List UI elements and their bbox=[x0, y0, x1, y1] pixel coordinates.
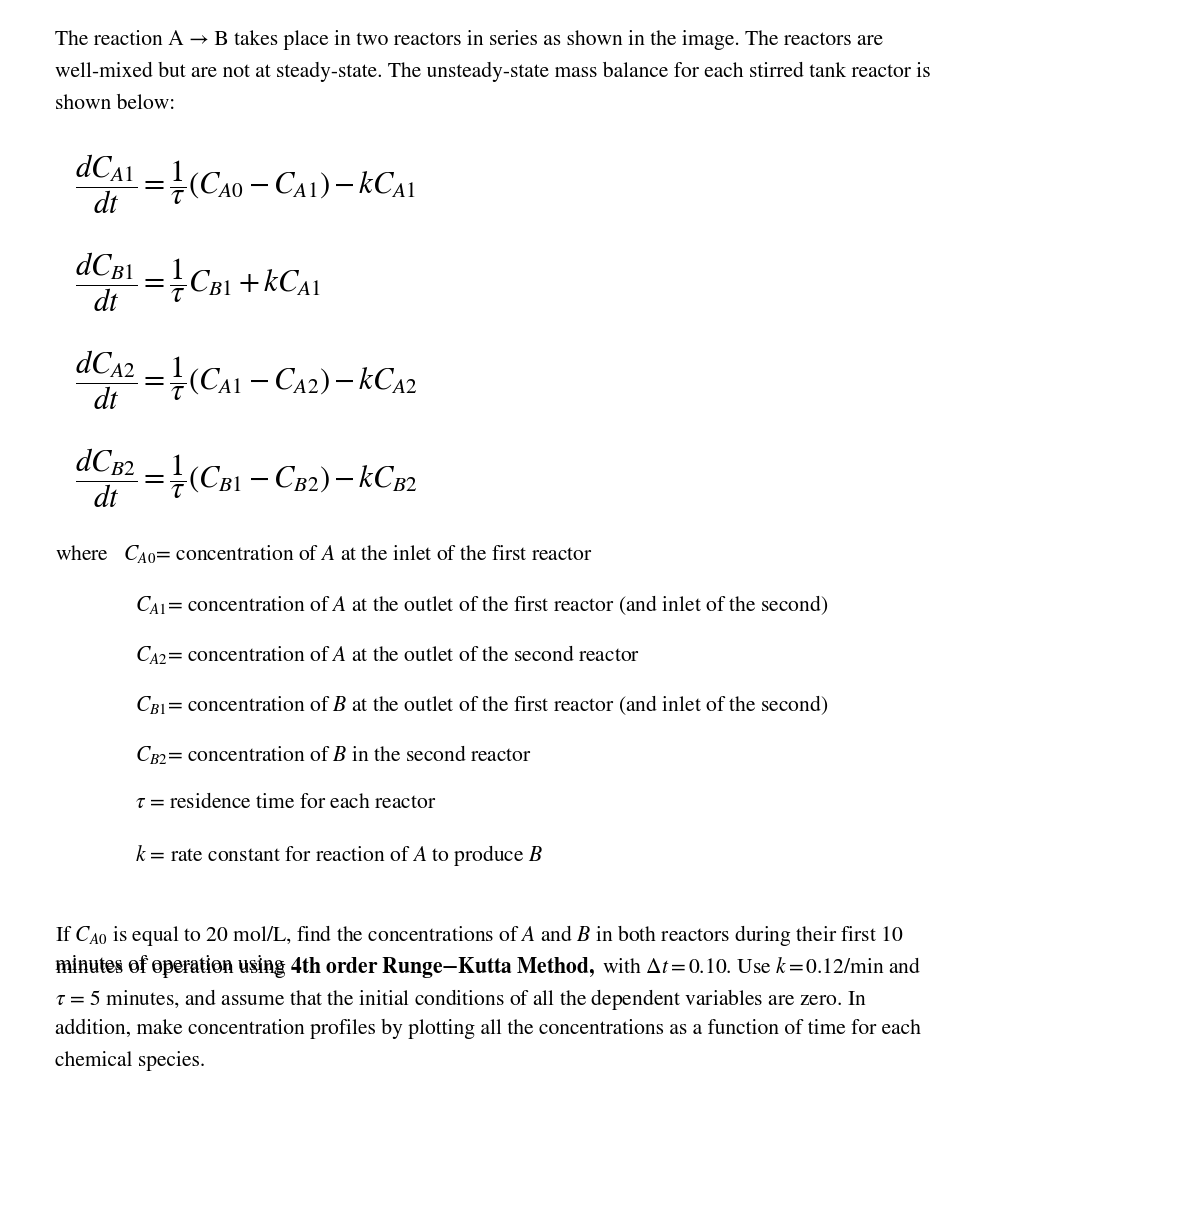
Text: well-mixed but are not at steady-state. The unsteady-state mass balance for each: well-mixed but are not at steady-state. … bbox=[55, 62, 931, 83]
Text: $\dfrac{dC_{A2}}{dt} = \dfrac{1}{\tau}\left(C_{A1} - C_{A2}\right) - kC_{A2}$: $\dfrac{dC_{A2}}{dt} = \dfrac{1}{\tau}\l… bbox=[74, 348, 418, 411]
Text: shown below:: shown below: bbox=[55, 94, 175, 113]
Text: minutes of operation using $\mathbf{4th\ order\ Runge\mathbf{-}Kutta\ Method,}$ : minutes of operation using $\mathbf{4th\… bbox=[55, 955, 922, 980]
Text: $\dfrac{dC_{B1}}{dt} = \dfrac{1}{\tau}C_{B1} + kC_{A1}$: $\dfrac{dC_{B1}}{dt} = \dfrac{1}{\tau}C_… bbox=[74, 251, 320, 314]
Text: $\dfrac{dC_{B2}}{dt} = \dfrac{1}{\tau}\left(C_{B1} - C_{B2}\right) - kC_{B2}$: $\dfrac{dC_{B2}}{dt} = \dfrac{1}{\tau}\l… bbox=[74, 447, 418, 510]
Text: If $C_{A0}$ is equal to 20 mol/L, find the concentrations of $\mathit{A}$ and $\: If $C_{A0}$ is equal to 20 mol/L, find t… bbox=[55, 922, 904, 948]
Text: where   $C_{A0}$= concentration of $\mathit{A}$ at the inlet of the first reacto: where $C_{A0}$= concentration of $\mathi… bbox=[55, 543, 593, 565]
Text: chemical species.: chemical species. bbox=[55, 1051, 205, 1071]
Text: $C_{B2}$= concentration of $\mathit{B}$ in the second reactor: $C_{B2}$= concentration of $\mathit{B}$ … bbox=[134, 744, 532, 765]
Text: $\tau$ = residence time for each reactor: $\tau$ = residence time for each reactor bbox=[134, 793, 437, 813]
Text: $C_{A1}$= concentration of $\mathit{A}$ at the outlet of the first reactor (and : $C_{A1}$= concentration of $\mathit{A}$ … bbox=[134, 593, 828, 617]
Text: $C_{B1}$= concentration of $\mathit{B}$ at the outlet of the first reactor (and : $C_{B1}$= concentration of $\mathit{B}$ … bbox=[134, 692, 828, 717]
Text: minutes of operation using: minutes of operation using bbox=[55, 955, 290, 975]
Text: $C_{A2}$= concentration of $\mathit{A}$ at the outlet of the second reactor: $C_{A2}$= concentration of $\mathit{A}$ … bbox=[134, 643, 640, 666]
Text: addition, make concentration profiles by plotting all the concentrations as a fu: addition, make concentration profiles by… bbox=[55, 1019, 922, 1039]
Text: $\tau$ = 5 minutes, and assume that the initial conditions of all the dependent : $\tau$ = 5 minutes, and assume that the … bbox=[55, 987, 866, 1013]
Text: $\mathit{k}$ = rate constant for reaction of $\mathit{A}$ to produce $\mathit{B}: $\mathit{k}$ = rate constant for reactio… bbox=[134, 843, 542, 868]
Text: The reaction A → B takes place in two reactors in series as shown in the image. : The reaction A → B takes place in two re… bbox=[55, 30, 883, 50]
Text: $\dfrac{dC_{A1}}{dt} = \dfrac{1}{\tau}\left(C_{A0} - C_{A1}\right) - kC_{A1}$: $\dfrac{dC_{A1}}{dt} = \dfrac{1}{\tau}\l… bbox=[74, 152, 416, 215]
